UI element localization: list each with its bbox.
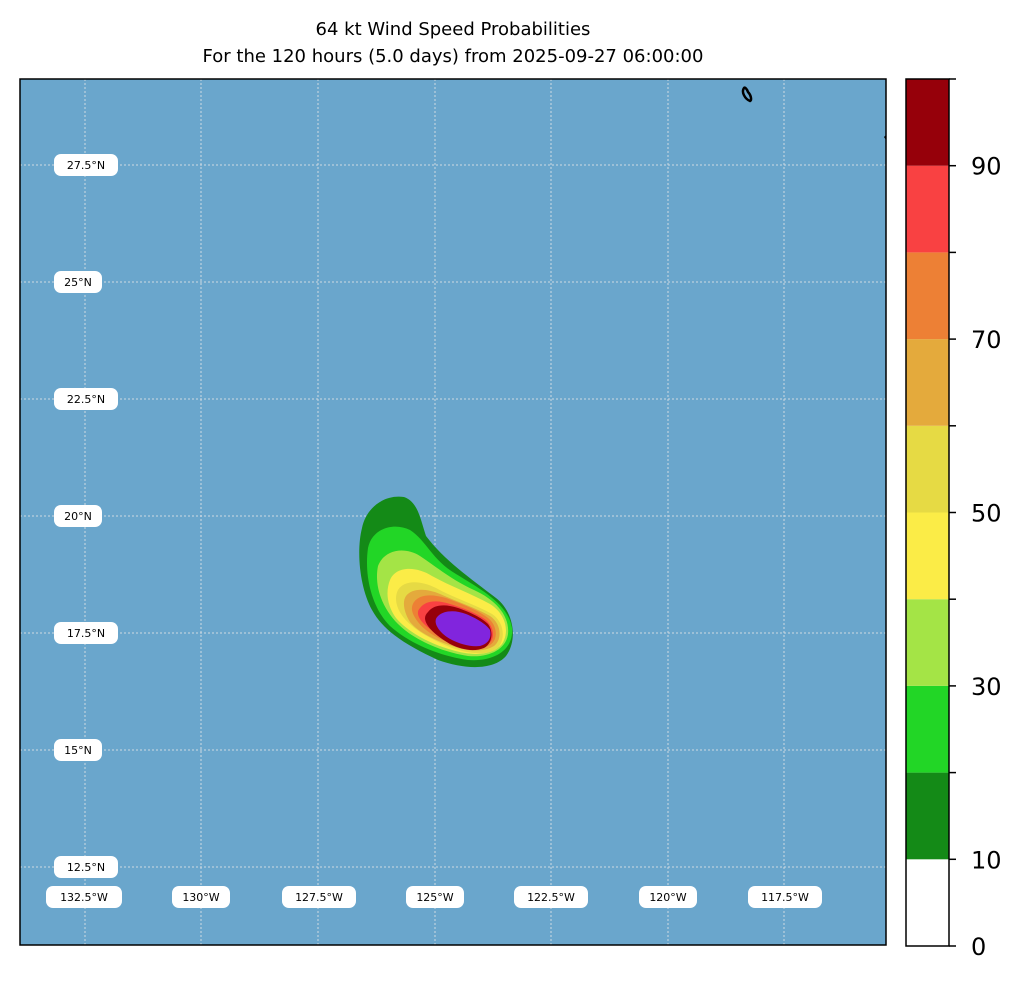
ocean-background (20, 79, 886, 945)
chart-title: 64 kt Wind Speed Probabilities (315, 19, 591, 40)
colorbar-segment (906, 165, 949, 253)
lat-label-12-5: 12.5°N (54, 856, 118, 878)
lat-label-22-5: 22.5°N (54, 388, 118, 410)
lat-label-text: 22.5°N (67, 393, 105, 406)
lat-label-text: 17.5°N (67, 627, 105, 640)
probability-contours (359, 496, 513, 668)
colorbar-segment (906, 252, 949, 340)
gridlines (20, 79, 886, 945)
colorbar-segment (906, 859, 949, 946)
lat-label-20: 20°N (54, 505, 102, 527)
colorbar-segment (906, 339, 949, 426)
colorbar-segment (906, 685, 949, 773)
colorbar-ticks: 0 10 30 50 70 90 (949, 78, 1002, 961)
colorbar-tick-label: 90 (971, 153, 1002, 181)
colorbar-tick-label: 70 (971, 326, 1002, 354)
latitude-labels: 27.5°N 25°N 22.5°N 20°N 17.5°N 15°N 12.5… (54, 154, 118, 878)
lon-label-text: 130°W (182, 891, 219, 904)
lat-label-17-5: 17.5°N (54, 622, 118, 644)
lon-label-text: 125°W (416, 891, 453, 904)
colorbar-tick-label: 10 (971, 846, 1002, 874)
lat-label-text: 15°N (64, 744, 92, 757)
lon-label-132-5: 132.5°W (46, 886, 122, 908)
lat-label-text: 27.5°N (67, 159, 105, 172)
colorbar-segment (906, 512, 949, 600)
colorbar (906, 79, 949, 946)
lon-label-text: 132.5°W (60, 891, 108, 904)
lon-label-122-5: 122.5°W (514, 886, 588, 908)
colorbar-segment (906, 599, 949, 686)
colorbar-tick-label: 50 (971, 500, 1002, 528)
lon-label-125: 125°W (406, 886, 464, 908)
colorbar-segment (906, 79, 949, 166)
map-panel: 27.5°N 25°N 22.5°N 20°N 17.5°N 15°N 12.5… (20, 79, 886, 945)
colorbar-tick-label: 0 (971, 933, 986, 961)
contour-band-90-100 (435, 611, 491, 647)
colorbar-segment (906, 772, 949, 860)
colorbar-tick-label: 30 (971, 673, 1002, 701)
lon-label-text: 122.5°W (527, 891, 575, 904)
island-outline (741, 86, 753, 103)
lat-label-text: 20°N (64, 510, 92, 523)
lon-label-120: 120°W (639, 886, 697, 908)
lat-label-25: 25°N (54, 271, 102, 293)
lon-label-117-5: 117.5°W (748, 886, 822, 908)
lon-label-127-5: 127.5°W (282, 886, 356, 908)
lon-label-text: 117.5°W (761, 891, 809, 904)
lat-label-27-5: 27.5°N (54, 154, 118, 176)
lon-label-text: 120°W (649, 891, 686, 904)
lat-label-text: 12.5°N (67, 861, 105, 874)
map-frame (19, 78, 887, 946)
colorbar-segment (906, 425, 949, 513)
lat-label-text: 25°N (64, 276, 92, 289)
longitude-labels: 132.5°W 130°W 127.5°W 125°W 122.5°W 120°… (46, 886, 822, 908)
lat-label-15: 15°N (54, 739, 102, 761)
lon-label-130: 130°W (172, 886, 230, 908)
lon-label-text: 127.5°W (295, 891, 343, 904)
chart-subtitle: For the 120 hours (5.0 days) from 2025-0… (202, 46, 704, 67)
